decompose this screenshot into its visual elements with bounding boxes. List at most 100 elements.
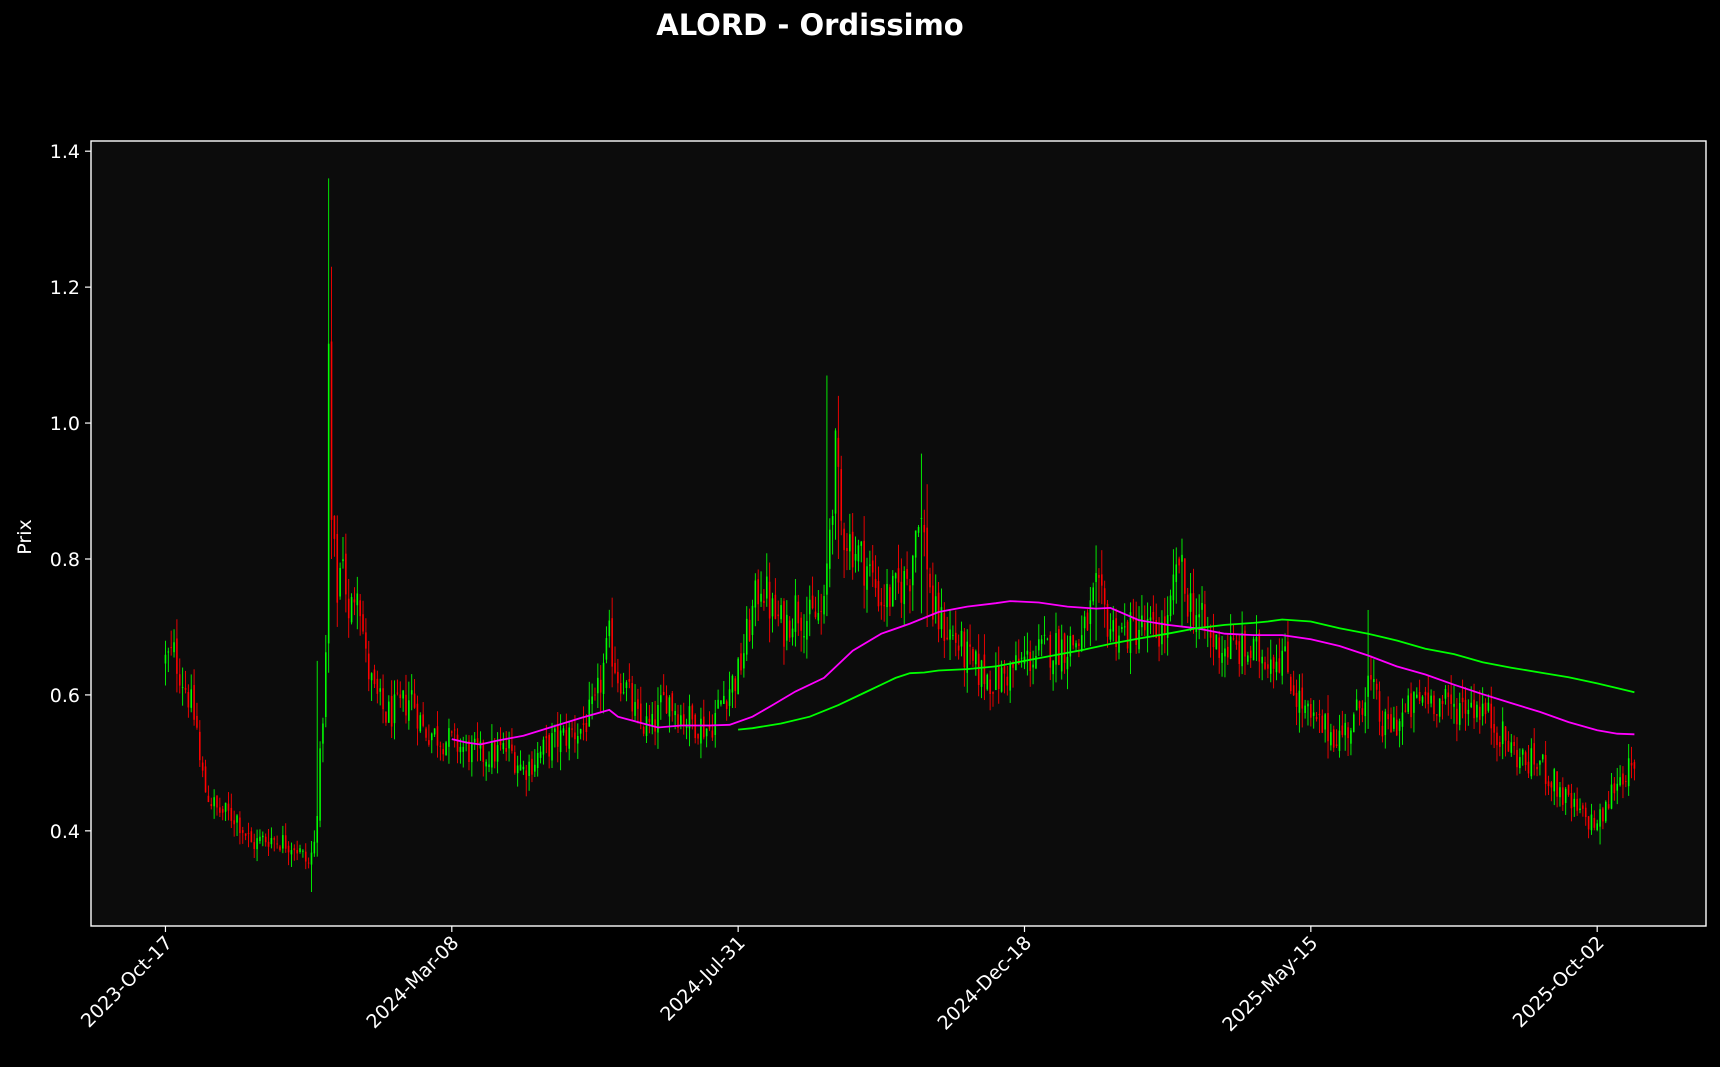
candle-body <box>1040 639 1043 644</box>
candle-body <box>1066 656 1069 670</box>
candle-body <box>451 731 453 733</box>
candle-body <box>943 612 946 641</box>
candle-body <box>525 770 528 780</box>
candle-body <box>1043 634 1046 636</box>
candle-body <box>230 807 233 821</box>
candle-body <box>313 841 316 854</box>
candle-body <box>413 693 416 708</box>
candle-body <box>1109 629 1112 640</box>
candle-body <box>906 568 908 579</box>
candle-body <box>608 620 611 637</box>
candle-body <box>310 852 313 865</box>
candle-body <box>304 851 307 862</box>
candle-body <box>433 728 436 735</box>
candle-body <box>783 601 785 647</box>
candle-body <box>1218 637 1220 658</box>
candle-body <box>952 634 954 636</box>
candle-body <box>1556 771 1558 797</box>
candle-body <box>1049 634 1052 668</box>
candle-body <box>244 833 247 836</box>
moving-average-long-line <box>738 618 1635 731</box>
candle-body <box>791 628 794 638</box>
candle-body <box>1155 620 1158 638</box>
candle-body <box>299 848 301 853</box>
candle-body <box>1513 741 1515 746</box>
candle-body <box>347 598 350 619</box>
candle-body <box>599 679 602 693</box>
candle-body <box>957 645 960 651</box>
candle-body <box>227 803 230 811</box>
candle-body <box>980 660 983 687</box>
candle-body <box>184 687 187 690</box>
candle-body <box>1384 711 1387 736</box>
candle-body <box>1072 635 1074 646</box>
candle-body <box>178 674 181 686</box>
candle-body <box>410 690 413 695</box>
candle-body <box>273 838 276 840</box>
candle-body <box>1341 725 1344 735</box>
candle-body <box>1330 732 1332 746</box>
candle-body <box>1458 703 1461 725</box>
candle-body <box>917 527 920 533</box>
candle-body <box>926 527 928 570</box>
candle-body <box>668 697 671 717</box>
candle-body <box>468 740 470 762</box>
candle-body <box>1115 618 1117 648</box>
candle-body <box>327 343 330 644</box>
candle-body <box>897 568 900 583</box>
candle-body <box>373 669 376 685</box>
candle-body <box>1507 740 1510 752</box>
candle-body <box>1438 698 1441 717</box>
candle-body <box>262 835 264 838</box>
candle-body <box>1344 722 1346 736</box>
candle-body <box>903 571 906 605</box>
candle-body <box>442 748 444 755</box>
candle-body <box>665 695 668 714</box>
candle-body <box>1098 574 1100 578</box>
candle-body <box>1564 788 1567 803</box>
candle-body <box>267 841 270 847</box>
candle-body <box>502 743 505 750</box>
candle-body <box>204 766 207 793</box>
candle-body <box>1026 650 1029 655</box>
candle-body <box>1181 554 1183 562</box>
candle-body <box>491 740 493 768</box>
candle-body <box>456 734 459 752</box>
candle-body <box>823 596 825 615</box>
candle-body <box>771 598 774 617</box>
candle-body <box>428 740 430 745</box>
candle-body <box>708 724 711 729</box>
candle-body <box>794 595 797 632</box>
candle-body <box>1582 805 1584 809</box>
candle-body <box>176 638 178 674</box>
candle-body <box>568 727 570 749</box>
candle-body <box>1527 761 1530 774</box>
candle-body <box>768 581 771 619</box>
candle-body <box>1393 717 1395 729</box>
candle-body <box>648 718 651 723</box>
candle-body <box>808 599 811 615</box>
candle-body <box>597 677 599 694</box>
candle-body <box>617 671 619 684</box>
candle-body <box>356 593 359 606</box>
candle-body <box>1616 783 1619 791</box>
candle-body <box>1633 762 1636 769</box>
candle-body <box>854 553 857 561</box>
candle-body <box>1355 699 1358 711</box>
candle-body <box>259 836 261 842</box>
candle-body <box>1596 823 1598 831</box>
candle-body <box>1204 604 1206 629</box>
candle-body <box>834 430 837 514</box>
candle-body <box>625 682 628 689</box>
candle-body <box>1198 614 1200 618</box>
candle-body <box>330 341 333 520</box>
candle-body <box>213 797 215 807</box>
candle-body <box>728 689 731 706</box>
candle-body <box>1304 705 1306 714</box>
candle-body <box>680 715 682 726</box>
candle-body <box>519 764 522 771</box>
candle-body <box>1035 655 1037 669</box>
candle-body <box>983 654 986 685</box>
candle-body <box>780 605 782 620</box>
candle-body <box>181 687 184 688</box>
